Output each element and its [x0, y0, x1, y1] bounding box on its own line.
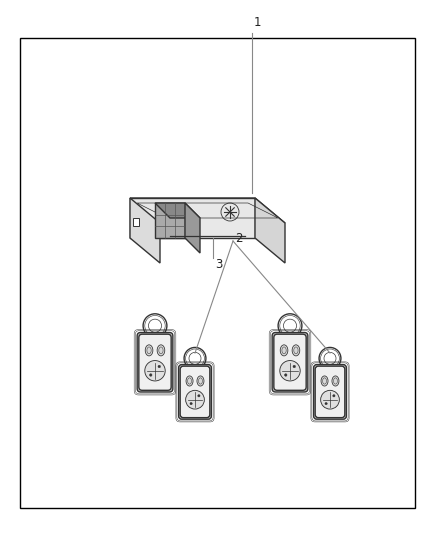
- Text: 2: 2: [235, 231, 243, 245]
- Bar: [20, 38, 415, 508]
- Circle shape: [321, 390, 339, 409]
- Text: 3: 3: [215, 259, 223, 271]
- Circle shape: [186, 390, 205, 409]
- Ellipse shape: [151, 334, 159, 344]
- Polygon shape: [130, 198, 255, 238]
- Circle shape: [145, 360, 165, 381]
- Polygon shape: [255, 198, 285, 263]
- Circle shape: [198, 394, 200, 397]
- Circle shape: [284, 374, 287, 376]
- FancyBboxPatch shape: [315, 366, 345, 418]
- Text: 1: 1: [254, 17, 261, 29]
- FancyBboxPatch shape: [314, 365, 346, 419]
- Circle shape: [280, 360, 300, 381]
- Ellipse shape: [286, 334, 294, 344]
- Circle shape: [149, 374, 152, 376]
- Ellipse shape: [191, 366, 198, 376]
- Circle shape: [158, 365, 160, 368]
- Ellipse shape: [292, 345, 300, 356]
- Polygon shape: [130, 198, 285, 223]
- Ellipse shape: [321, 376, 328, 386]
- Circle shape: [325, 402, 327, 405]
- Circle shape: [293, 365, 296, 368]
- FancyBboxPatch shape: [137, 333, 173, 392]
- FancyBboxPatch shape: [274, 334, 306, 390]
- FancyBboxPatch shape: [180, 366, 210, 418]
- FancyBboxPatch shape: [139, 334, 171, 390]
- Polygon shape: [155, 203, 185, 238]
- Ellipse shape: [186, 376, 193, 386]
- FancyBboxPatch shape: [272, 333, 308, 392]
- Ellipse shape: [332, 376, 339, 386]
- Polygon shape: [155, 203, 200, 218]
- Ellipse shape: [145, 345, 153, 356]
- Polygon shape: [130, 198, 160, 263]
- FancyBboxPatch shape: [179, 365, 212, 419]
- Circle shape: [333, 394, 335, 397]
- Ellipse shape: [326, 366, 333, 376]
- Ellipse shape: [157, 345, 165, 356]
- Circle shape: [190, 402, 192, 405]
- Bar: [133, 218, 139, 226]
- Polygon shape: [185, 203, 200, 253]
- Ellipse shape: [280, 345, 288, 356]
- Ellipse shape: [197, 376, 204, 386]
